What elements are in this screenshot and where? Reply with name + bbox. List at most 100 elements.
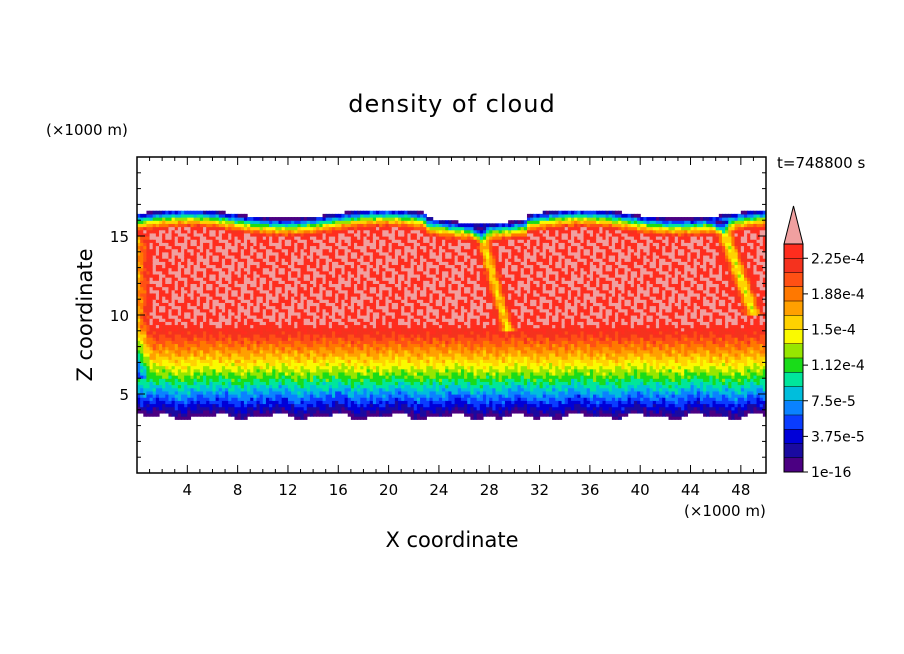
density-cell [181, 400, 185, 405]
density-cell [234, 248, 239, 253]
density-cell [199, 261, 204, 266]
density-cell [159, 387, 163, 392]
density-cell [338, 302, 343, 307]
density-cell [140, 220, 144, 224]
density-cell [331, 397, 336, 401]
density-cell [376, 258, 380, 262]
density-cell [306, 292, 311, 297]
density-cell [265, 412, 270, 417]
density-cell [357, 403, 361, 408]
density-cell [297, 406, 302, 411]
density-cell [331, 337, 336, 341]
density-cell [319, 264, 324, 269]
density-cell [313, 245, 317, 250]
density-cell [300, 273, 305, 278]
density-cell [152, 403, 157, 408]
density-cell [250, 280, 254, 284]
density-cell [325, 308, 330, 313]
density-cell [281, 340, 286, 345]
density-cell [168, 412, 173, 417]
density-cell [218, 292, 223, 297]
density-cell [363, 359, 368, 363]
density-cell [159, 318, 163, 322]
density-cell [309, 403, 314, 408]
density-cell [190, 324, 195, 329]
density-cell [272, 356, 276, 360]
density-cell [140, 390, 144, 395]
density-cell [303, 283, 308, 288]
density-cell [369, 296, 374, 300]
density-cell [228, 226, 232, 231]
density-cell [259, 248, 264, 253]
density-cell [287, 327, 292, 332]
density-cell [231, 390, 236, 395]
density-cell [331, 340, 336, 345]
density-cell [155, 217, 160, 221]
density-cell [162, 292, 166, 297]
density-cell [366, 251, 371, 256]
density-cell [291, 273, 295, 278]
density-cell [193, 277, 198, 281]
density-cell [350, 333, 355, 338]
density-cell [316, 403, 320, 408]
density-cell [190, 217, 195, 221]
density-cell [209, 412, 214, 417]
density-cell [234, 387, 239, 392]
density-cell [143, 406, 148, 411]
density-cell [162, 251, 166, 256]
density-cell [137, 217, 141, 221]
density-cell [363, 409, 368, 414]
density-cell [228, 365, 232, 370]
density-cell [193, 327, 198, 332]
density-cell [316, 362, 320, 367]
density-cell [354, 254, 358, 259]
density-cell [221, 365, 226, 370]
density-cell [199, 365, 204, 370]
density-cell [228, 359, 232, 363]
density-cell [372, 340, 377, 345]
density-cell [262, 346, 267, 351]
density-cell [190, 346, 195, 351]
density-cell [322, 378, 327, 382]
density-cell [259, 390, 264, 395]
density-cell [206, 296, 210, 300]
density-cell [325, 318, 330, 322]
density-cell [291, 280, 295, 284]
density-cell [181, 359, 185, 363]
density-cell [199, 318, 204, 322]
density-cell [335, 365, 339, 370]
density-cell [137, 220, 141, 224]
density-cell [379, 289, 383, 294]
density-cell [165, 346, 170, 351]
density-cell [344, 397, 349, 401]
density-cell [322, 248, 327, 253]
density-cell [331, 343, 336, 348]
density-cell [363, 302, 368, 307]
density-cell [281, 236, 286, 240]
density-cell [309, 261, 314, 266]
density-cell [228, 375, 232, 379]
density-cell [177, 267, 182, 272]
density-cell [165, 258, 170, 262]
density-cell [240, 277, 245, 281]
density-cell [243, 352, 248, 357]
density-cell [199, 305, 204, 310]
density-cell [354, 299, 358, 303]
density-cell [143, 368, 148, 373]
density-cell [272, 390, 276, 395]
density-cell [140, 346, 144, 351]
density-cell [240, 324, 245, 329]
density-cell [203, 267, 207, 272]
density-cell [221, 273, 226, 278]
density-cell [168, 270, 173, 275]
density-cell [284, 324, 289, 329]
density-cell [162, 406, 166, 411]
density-cell [303, 308, 308, 313]
density-cell [369, 343, 374, 348]
density-cell [212, 210, 217, 215]
density-cell [231, 330, 236, 335]
density-cell [269, 229, 273, 234]
density-cell [316, 387, 320, 392]
density-cell [262, 315, 267, 319]
density-cell [291, 229, 295, 234]
